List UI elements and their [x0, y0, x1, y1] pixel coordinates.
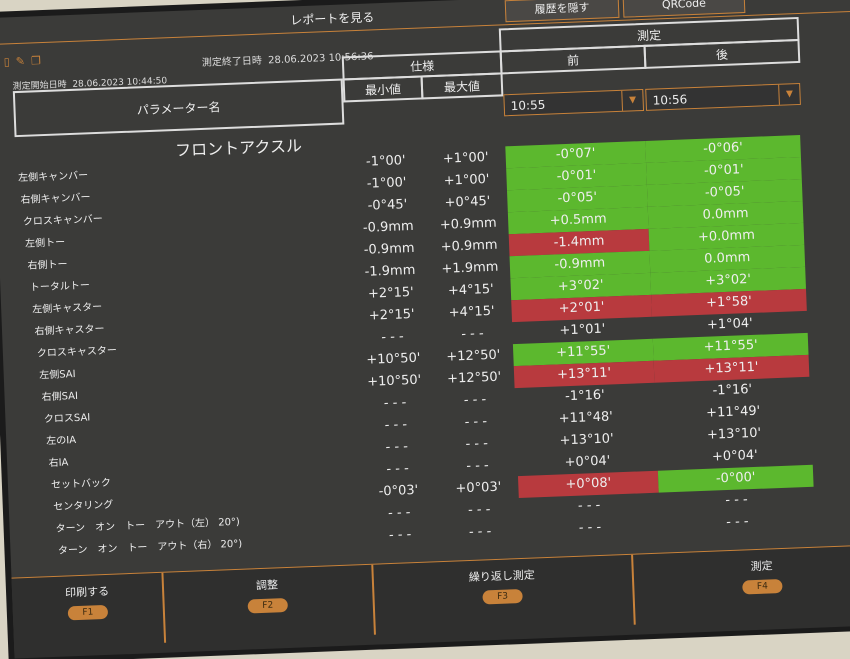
spec-min: - - -	[385, 439, 409, 456]
before-time-select[interactable]: 10:55 ▼	[503, 88, 645, 117]
spec-min: +10°50'	[366, 372, 422, 390]
before-time-value: 10:55	[510, 97, 546, 114]
param-name: クロスキャンバー	[22, 213, 104, 228]
end-label: 測定終了日時	[201, 55, 263, 69]
hide-history-button[interactable]: 履歴を隠す	[504, 0, 620, 23]
max-header: 最大値	[420, 72, 504, 100]
param-name: 右側SAI	[41, 390, 79, 404]
spec-max: - - -	[463, 392, 487, 409]
spec-max: +1°00'	[443, 171, 490, 189]
spec-min: - - -	[383, 395, 407, 412]
param-name: ターン オン トー アウト（右） 20°)	[57, 538, 243, 557]
param-name: 左側トー	[25, 237, 66, 250]
repeat-measure-button[interactable]: 繰り返し測定 F3	[371, 554, 636, 635]
spec-max: +4°15'	[447, 281, 494, 299]
spec-min: -1.9mm	[364, 262, 416, 280]
after-value: - - -	[725, 514, 749, 531]
spec-max: +4°15'	[448, 303, 495, 321]
spec-max: +12°50'	[446, 347, 501, 365]
spec-min: -0.9mm	[363, 240, 415, 258]
spec-max: - - -	[465, 436, 489, 453]
param-name: 右側キャンバー	[20, 192, 91, 206]
spec-min: -0.9mm	[362, 218, 414, 236]
f4-key-badge: F4	[742, 579, 783, 595]
spec-min: +10°50'	[366, 350, 421, 368]
spec-max: - - -	[461, 326, 484, 343]
spec-max: - - -	[467, 502, 491, 519]
spec-min: -1°00'	[365, 153, 406, 170]
print-label: 印刷する	[64, 584, 110, 600]
spec-min: +2°15'	[367, 284, 415, 302]
measure-button[interactable]: 測定 F4	[631, 545, 850, 625]
spec-min: -0°03'	[378, 482, 419, 500]
repeat-measure-label: 繰り返し測定	[468, 568, 536, 585]
print-button[interactable]: 印刷する F1	[11, 572, 167, 649]
param-name: 右側キャスター	[34, 323, 105, 338]
qrcode-button[interactable]: QRCode	[622, 0, 746, 18]
param-name: クロスキャスター	[36, 345, 118, 360]
spec-max: - - -	[464, 414, 488, 431]
spec-max: - - -	[468, 524, 492, 540]
adjust-button[interactable]: 調整 F2	[161, 564, 376, 643]
f3-key-badge: F3	[482, 588, 523, 605]
spec-max: +0°45'	[444, 193, 491, 211]
adjust-label: 調整	[255, 578, 279, 593]
param-name: 右IA	[48, 457, 69, 470]
spec-max: +0.9mm	[440, 237, 498, 255]
spec-min: -0°45'	[367, 197, 408, 214]
spec-max: +0°03'	[455, 479, 502, 497]
document-icon[interactable]: ▯	[3, 55, 17, 69]
spec-min: - - -	[384, 417, 408, 434]
param-name: センタリング	[53, 499, 114, 513]
param-name: セットバック	[50, 477, 112, 491]
spec-max: +0.9mm	[439, 215, 497, 233]
param-name: 左のIA	[46, 435, 77, 448]
spec-min: - - -	[388, 527, 412, 544]
after-header: 後	[643, 38, 801, 69]
param-name: トータルトー	[29, 280, 91, 294]
spec-min: +2°15'	[368, 306, 415, 324]
edit-icon[interactable]: ✎	[15, 54, 32, 69]
measure-label: 測定	[750, 559, 773, 574]
before-header: 前	[499, 44, 647, 75]
spec-min: - - -	[386, 461, 410, 478]
param-name: 左側キャスター	[32, 301, 103, 316]
spec-max: +1°00'	[442, 149, 489, 167]
spec-min: - - -	[387, 505, 411, 522]
spec-max: +1.9mm	[441, 259, 499, 277]
param-name: クロスSAI	[43, 412, 91, 426]
copy-icon[interactable]: ❐	[30, 53, 48, 68]
param-name: 左側SAI	[39, 368, 76, 382]
spec-max: +12°50'	[446, 369, 502, 387]
after-time-select[interactable]: 10:56 ▼	[645, 82, 801, 111]
function-key-bar: 印刷する F1 調整 F2 繰り返し測定 F3 測定 F4	[11, 543, 850, 659]
spec-min: -1°00'	[366, 175, 407, 192]
param-name: 左側キャンバー	[17, 170, 89, 185]
f1-key-badge: F1	[67, 604, 109, 621]
param-name: 右側トー	[27, 259, 68, 272]
toolbar-icons: ▯✎❐	[3, 54, 47, 69]
window-title: レポートを見る	[290, 10, 375, 28]
dropdown-arrow-icon[interactable]: ▼	[621, 90, 644, 111]
f2-key-badge: F2	[247, 598, 289, 614]
before-value: - - -	[578, 519, 602, 536]
dropdown-arrow-icon[interactable]: ▼	[778, 83, 800, 105]
min-header: 最小値	[342, 75, 424, 103]
spec-max: - - -	[466, 458, 490, 475]
after-time-value: 10:56	[652, 92, 688, 108]
spec-min: - - -	[381, 329, 405, 346]
